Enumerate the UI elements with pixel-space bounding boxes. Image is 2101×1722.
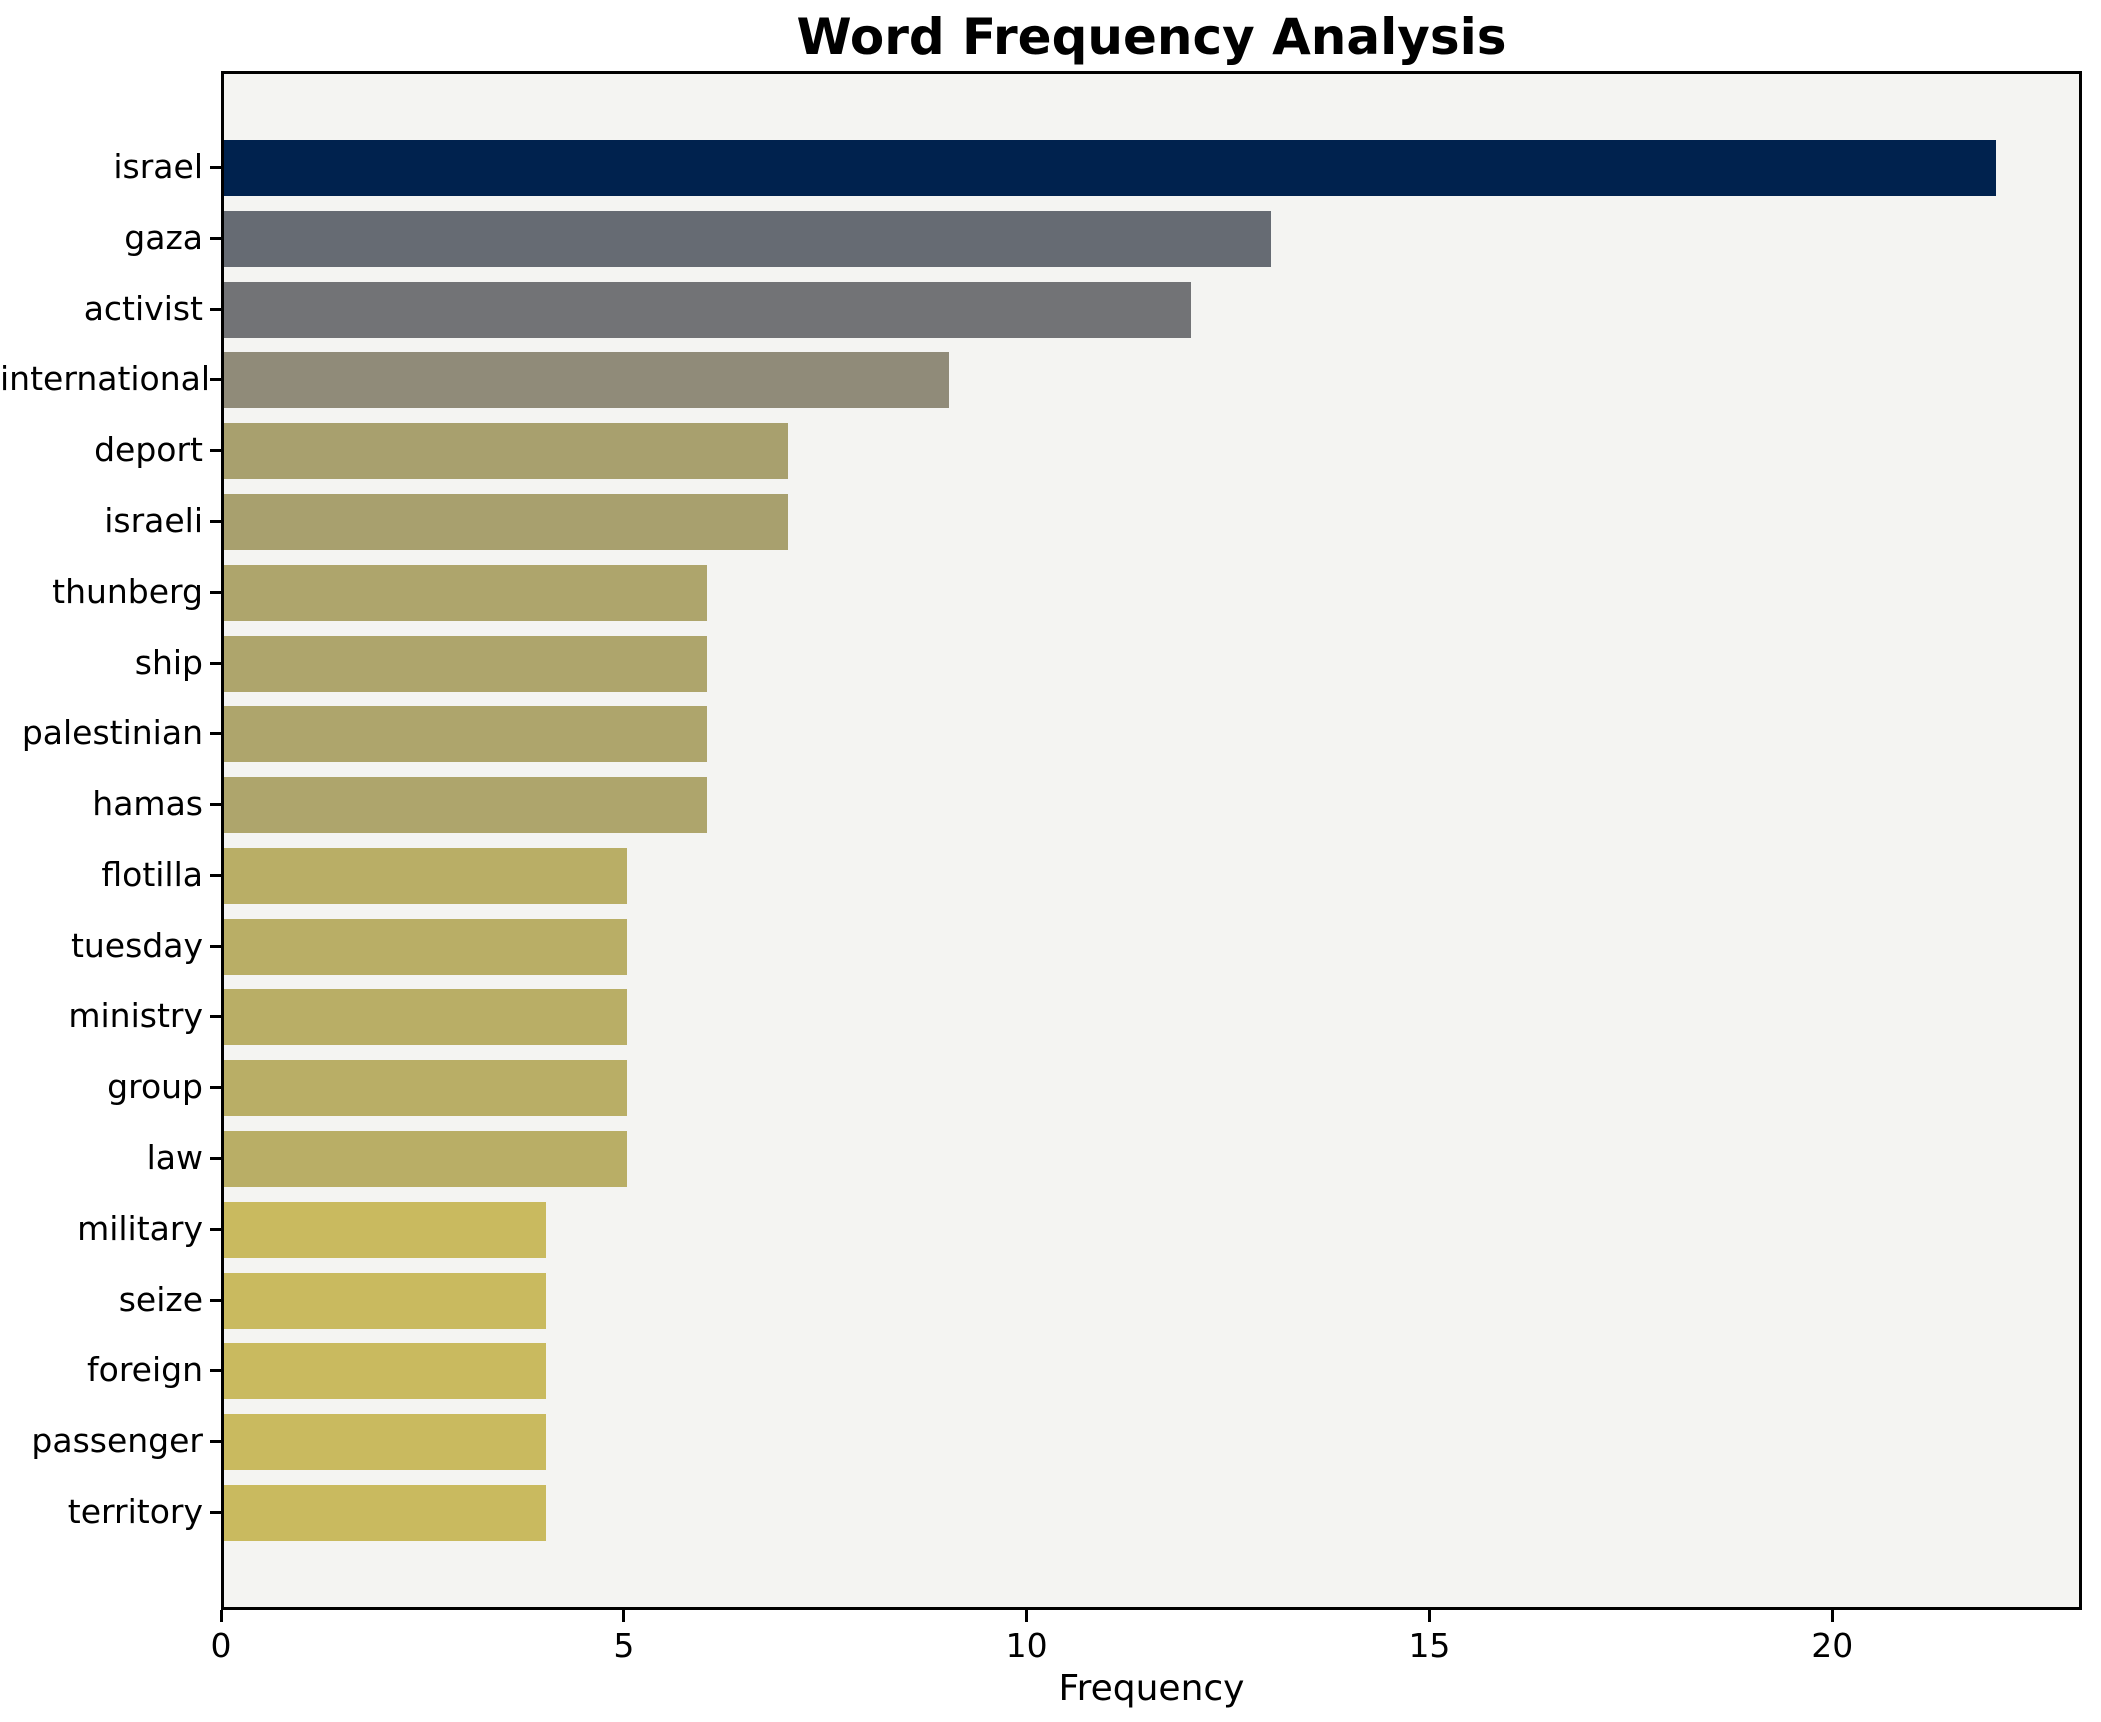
y-tick-mark	[210, 166, 221, 169]
bar-palestinian	[224, 706, 708, 763]
y-tick-mark	[210, 1511, 221, 1514]
y-tick-label-military: military	[77, 1208, 203, 1248]
bar-israeli	[224, 493, 788, 550]
y-tick-mark	[210, 944, 221, 948]
bar-activist	[224, 281, 1191, 338]
bar-gaza	[224, 210, 1272, 267]
y-tick-mark	[210, 1157, 221, 1161]
bar-military	[224, 1201, 547, 1258]
y-tick-label-passenger: passenger	[31, 1421, 203, 1461]
y-tick-mark	[210, 378, 221, 382]
bar-deport	[224, 423, 788, 480]
y-tick-label-ministry: ministry	[68, 996, 203, 1036]
y-tick-label-group: group	[107, 1067, 203, 1107]
y-tick-label-territory: territory	[67, 1492, 203, 1531]
bar-ministry	[224, 989, 627, 1046]
x-tick-mark	[219, 1610, 223, 1622]
bar-tuesday	[224, 918, 627, 975]
y-tick-mark	[210, 1227, 221, 1231]
bar-hamas	[224, 777, 708, 834]
y-tick-label-foreign: foreign	[87, 1350, 203, 1390]
y-tick-label-israeli: israeli	[104, 500, 203, 540]
bar-law	[224, 1131, 627, 1188]
bar-thunberg	[224, 564, 708, 621]
bar-international	[224, 352, 950, 409]
y-tick-mark	[210, 873, 221, 877]
x-tick-mark	[622, 1610, 626, 1622]
x-tick-mark	[1830, 1610, 1834, 1622]
x-tick-label-15: 15	[1408, 1626, 1451, 1665]
plot-area	[221, 71, 2082, 1610]
chart-title: Word Frequency Analysis	[796, 8, 1507, 66]
y-tick-mark	[210, 1369, 221, 1373]
x-axis-label: Frequency	[1058, 1668, 1245, 1709]
x-tick-mark	[1025, 1610, 1029, 1622]
y-tick-mark	[210, 803, 221, 807]
y-tick-label-gaza: gaza	[124, 217, 203, 257]
y-tick-label-flotilla: flotilla	[101, 854, 203, 894]
y-tick-mark	[210, 1440, 221, 1444]
bar-israel	[224, 140, 1997, 196]
bar-seize	[224, 1272, 547, 1329]
y-tick-mark	[210, 1086, 221, 1090]
bar-territory	[224, 1485, 547, 1541]
y-tick-label-seize: seize	[118, 1279, 203, 1319]
y-tick-mark	[210, 590, 221, 594]
y-tick-label-deport: deport	[94, 430, 203, 470]
bar-flotilla	[224, 847, 627, 904]
y-tick-mark	[210, 236, 221, 240]
y-tick-label-palestinian: palestinian	[21, 713, 203, 753]
y-tick-label-activist: activist	[83, 288, 203, 328]
y-tick-mark	[210, 732, 221, 736]
y-tick-mark	[210, 307, 221, 311]
y-tick-label-israel: israel	[113, 147, 203, 186]
x-tick-label-10: 10	[1005, 1626, 1048, 1665]
bar-passenger	[224, 1414, 547, 1471]
bar-ship	[224, 635, 708, 692]
x-tick-label-0: 0	[210, 1626, 232, 1665]
y-tick-label-law: law	[146, 1138, 203, 1178]
y-tick-label-hamas: hamas	[92, 784, 203, 824]
y-tick-label-international: international	[0, 359, 211, 399]
x-tick-label-20: 20	[1811, 1626, 1854, 1665]
y-tick-mark	[210, 1015, 221, 1019]
bar-foreign	[224, 1343, 547, 1400]
x-tick-label-5: 5	[613, 1626, 635, 1665]
y-tick-label-ship: ship	[134, 642, 203, 682]
y-tick-mark	[210, 519, 221, 523]
y-tick-mark	[210, 661, 221, 665]
y-tick-label-tuesday: tuesday	[70, 925, 203, 965]
y-tick-mark	[210, 449, 221, 453]
x-tick-mark	[1427, 1610, 1431, 1622]
y-tick-mark	[210, 1298, 221, 1302]
bar-group	[224, 1060, 627, 1117]
y-tick-label-thunberg: thunberg	[52, 571, 203, 611]
